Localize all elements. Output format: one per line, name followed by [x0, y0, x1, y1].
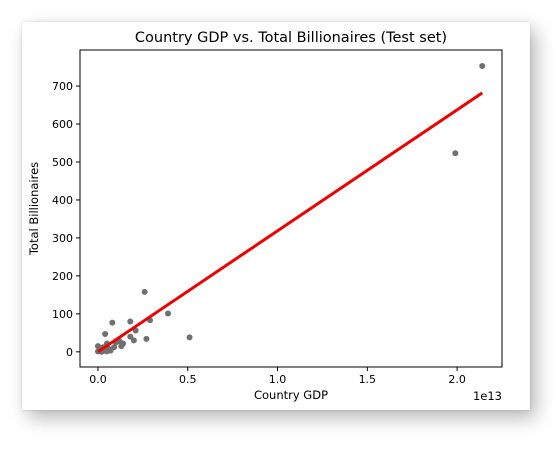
chart-title: Country GDP vs. Total Billionaires (Test… [135, 30, 447, 46]
data-point [130, 337, 137, 344]
y-tick-label: 200 [52, 270, 73, 283]
data-point [186, 334, 193, 341]
y-tick-label: 500 [52, 156, 73, 169]
points-layer [94, 62, 486, 355]
data-point [127, 318, 134, 325]
data-point [127, 333, 134, 340]
data-point [109, 319, 116, 326]
data-point [141, 288, 148, 295]
y-tick-label: 300 [52, 232, 73, 245]
plot-area-border [79, 49, 503, 368]
data-point [164, 310, 171, 317]
x-axis-label: Country GDP [254, 388, 328, 402]
regression-layer [97, 91, 484, 354]
x-tick-label: 1.0 [269, 373, 287, 386]
data-point [143, 335, 150, 342]
data-point [452, 150, 459, 157]
data-point [102, 330, 109, 337]
x-axis-offset-label: 1e13 [473, 389, 502, 403]
y-tick-label: 100 [52, 308, 73, 321]
data-point [479, 62, 486, 69]
data-point [118, 343, 125, 350]
x-tick-label: 2.0 [448, 373, 466, 386]
y-tick-label: 400 [52, 194, 73, 207]
ticks-layer: 0.0 0.5 1.0 1.5 2.0 0 100 200 300 400 500 600 700 [52, 80, 466, 386]
regression-line [97, 91, 484, 354]
y-tick-label: 0 [66, 346, 73, 359]
scatter-chart: 0.0 0.5 1.0 1.5 2.0 0 100 200 300 400 500 600 700 Co… [27, 30, 503, 403]
chart-frame: 0.0 0.5 1.0 1.5 2.0 0 100 200 300 400 500 600 700 Co… [22, 22, 530, 410]
y-axis-label: Total Billionaires [27, 162, 41, 256]
x-tick-label: 0.5 [179, 373, 197, 386]
data-point [103, 348, 110, 355]
y-tick-label: 700 [52, 80, 73, 93]
y-tick-label: 600 [52, 118, 73, 131]
x-tick-label: 1.5 [359, 373, 377, 386]
x-tick-label: 0.0 [89, 373, 107, 386]
